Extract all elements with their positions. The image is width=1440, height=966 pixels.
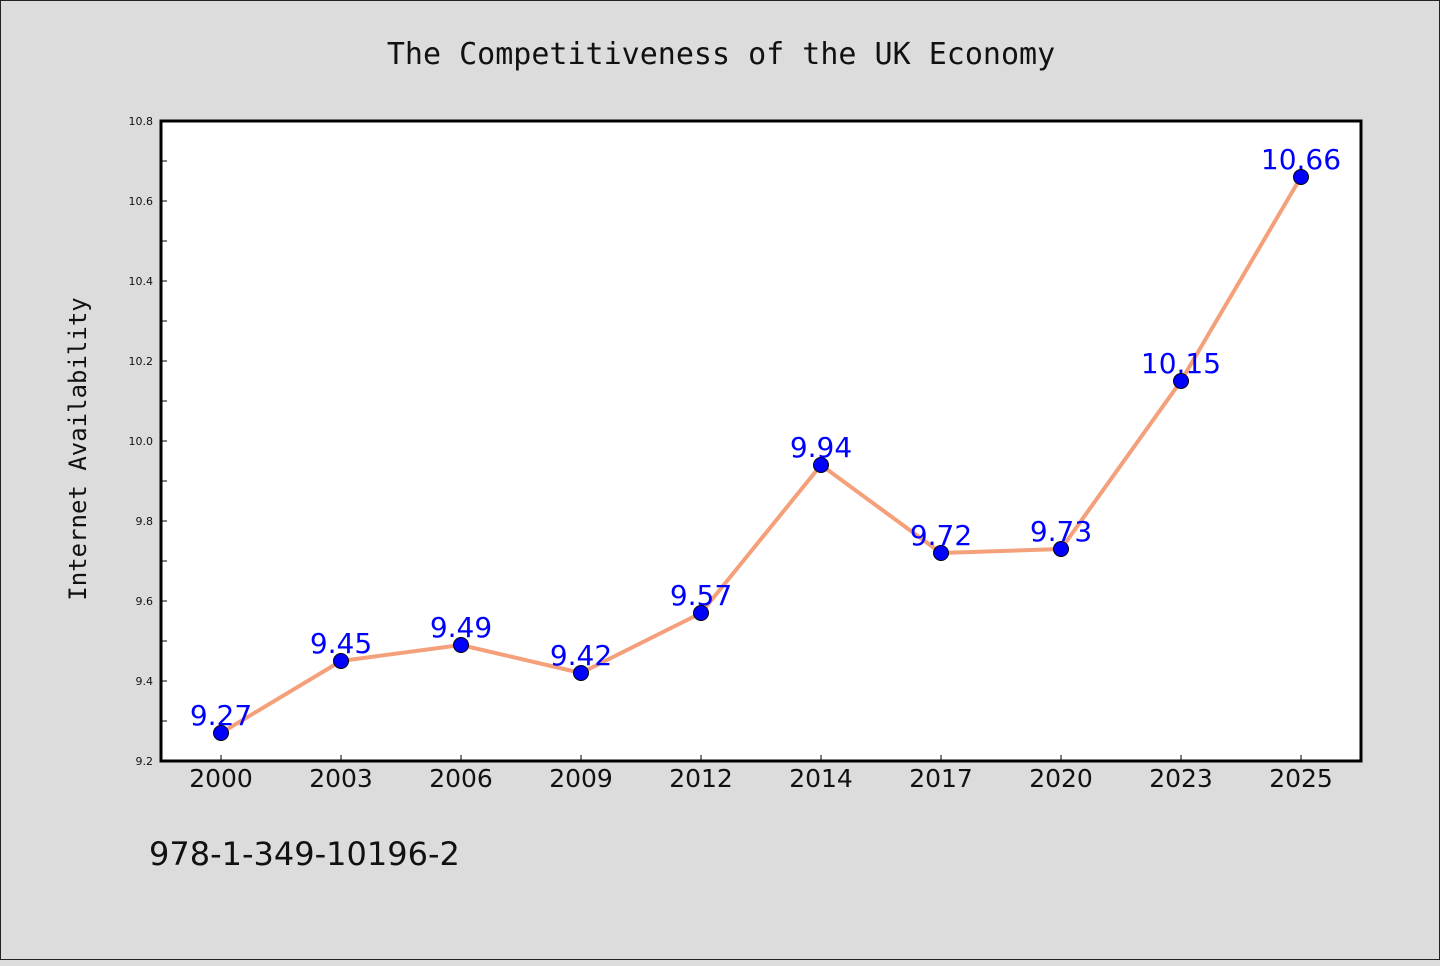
x-tick-label: 2014 <box>789 764 853 793</box>
data-point <box>813 457 829 473</box>
y-tick-label: 9.6 <box>136 595 154 608</box>
data-label: 9.73 <box>1030 515 1092 548</box>
data-label: 9.57 <box>670 579 732 612</box>
data-point <box>213 725 229 741</box>
data-point <box>933 545 949 561</box>
series-line <box>219 175 1303 735</box>
y-tick-label: 9.2 <box>136 755 154 768</box>
y-tick-label: 9.4 <box>136 675 154 688</box>
y-axis: 9.2 9.4 9.6 9.8 10.0 10.2 10.4 10.6 10.8 <box>129 115 167 768</box>
x-tick-label: 2003 <box>309 764 373 793</box>
x-tick-label: 2009 <box>549 764 613 793</box>
y-tick-label: 9.8 <box>136 515 154 528</box>
series-layer: 9.27 9.45 9.49 9.42 9.57 9.94 9.72 9.73 10.15 10.… <box>190 143 1341 741</box>
x-tick-label: 2012 <box>669 764 733 793</box>
data-point <box>1173 373 1189 389</box>
y-tick-label: 10.6 <box>129 195 154 208</box>
x-axis: 2000 2003 2006 2009 2012 2014 2017 2020 2023 2025 <box>189 755 1333 793</box>
data-label: 9.45 <box>310 627 372 660</box>
data-point <box>333 653 349 669</box>
data-point <box>1293 169 1309 185</box>
y-tick-label: 10.2 <box>129 355 154 368</box>
data-label: 9.49 <box>430 611 492 644</box>
y-tick-label: 10.0 <box>129 435 154 448</box>
data-point <box>573 665 589 681</box>
plot-area <box>159 119 1363 763</box>
y-axis-label: Internet Availability <box>64 297 92 600</box>
data-label: 9.27 <box>190 699 252 732</box>
data-label: 10.15 <box>1141 347 1221 380</box>
y-tick-label: 10.8 <box>129 115 154 128</box>
data-label: 9.72 <box>910 519 972 552</box>
data-point <box>693 605 709 621</box>
x-tick-label: 2006 <box>429 764 493 793</box>
x-tick-label: 2025 <box>1269 764 1333 793</box>
x-tick-label: 2023 <box>1149 764 1213 793</box>
data-label: 10.66 <box>1261 143 1341 176</box>
y-tick-label: 10.4 <box>129 275 154 288</box>
data-point <box>1053 541 1069 557</box>
x-tick-label: 2017 <box>909 764 973 793</box>
x-tick-label: 2000 <box>189 764 253 793</box>
data-point <box>453 637 469 653</box>
data-label: 9.42 <box>550 639 612 672</box>
x-tick-label: 2020 <box>1029 764 1093 793</box>
data-label: 9.94 <box>790 431 852 464</box>
chart-title: The Competitiveness of the UK Economy <box>387 37 1055 72</box>
footer-code: 978-1-349-10196-2 <box>149 835 460 873</box>
